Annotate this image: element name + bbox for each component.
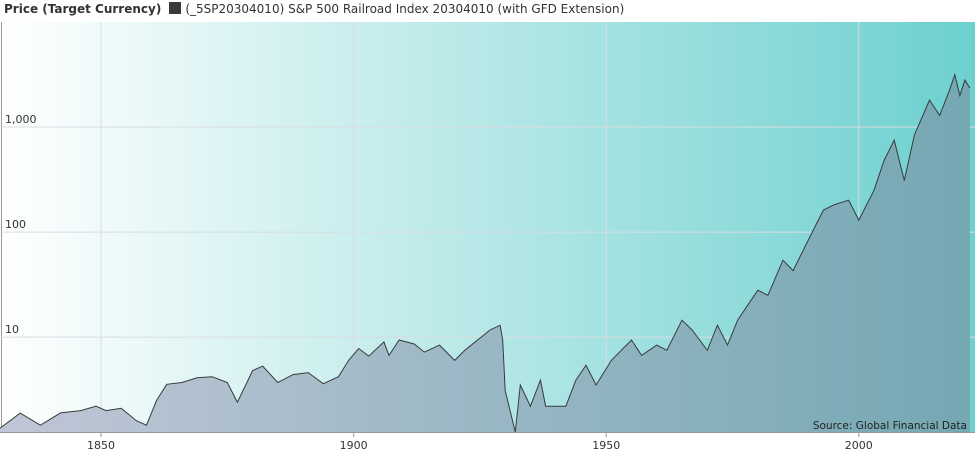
x-tick-label: 1950 (592, 439, 620, 452)
x-tick-label: 1900 (340, 439, 368, 452)
x-tick-label: 1850 (87, 439, 115, 452)
y-tick-label: 1,000 (5, 113, 37, 126)
line (0, 72, 971, 433)
y-tick-label: 10 (5, 323, 19, 336)
plot-background (0, 22, 975, 432)
source: Source: Global Financial Data (813, 420, 967, 432)
area (0, 74, 970, 432)
legend-swatch (169, 2, 182, 14)
legend: Price (Target Currency) (_5SP20304010) S&… (4, 2, 624, 16)
legend-label: (_5SP20304010) S&P 500 Railroad Index 20… (185, 2, 625, 16)
legend-title: Price (Target Currency) (4, 2, 162, 16)
y-tick-label: 100 (5, 218, 26, 231)
x-tick-label: 2000 (845, 439, 873, 452)
